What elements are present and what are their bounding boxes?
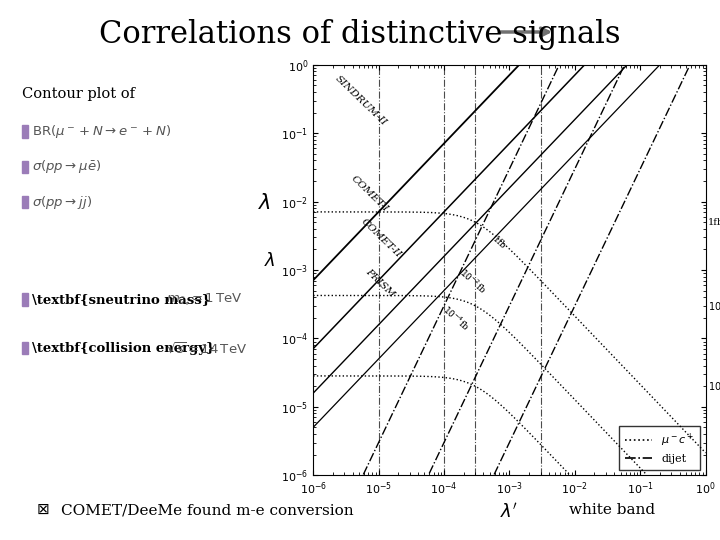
Text: white band: white band bbox=[569, 503, 655, 517]
Text: COMET/DeeMe found m-e conversion: COMET/DeeMe found m-e conversion bbox=[61, 503, 354, 517]
Text: \textbf{sneutrino mass}: \textbf{sneutrino mass} bbox=[32, 294, 210, 307]
Bar bbox=[22, 196, 28, 208]
Text: $\mathrm{BR}(\mu^- + N \to e^- + N)$: $\mathrm{BR}(\mu^- + N \to e^- + N)$ bbox=[32, 123, 171, 140]
Text: $\lambda$: $\lambda$ bbox=[258, 193, 271, 213]
Text: $\sqrt{s} = 14\,\mathrm{TeV}$: $\sqrt{s} = 14\,\mathrm{TeV}$ bbox=[166, 341, 247, 356]
Text: \textbf{collision energy}: \textbf{collision energy} bbox=[32, 342, 214, 355]
Bar bbox=[22, 125, 28, 138]
Legend: $\mu^- c^+$, dijet: $\mu^- c^+$, dijet bbox=[619, 426, 700, 470]
Y-axis label: $\lambda$: $\lambda$ bbox=[264, 252, 276, 270]
Bar bbox=[22, 342, 28, 354]
Text: SINDRUM-II: SINDRUM-II bbox=[333, 74, 388, 127]
Text: $\sigma(pp \to \mu\bar{e})$: $\sigma(pp \to \mu\bar{e})$ bbox=[32, 158, 101, 176]
Text: $m_{\tilde{\nu}_\tau} = 1\,\mathrm{TeV}$: $m_{\tilde{\nu}_\tau} = 1\,\mathrm{TeV}$ bbox=[166, 292, 243, 308]
Text: 1fb: 1fb bbox=[708, 218, 720, 227]
Text: 1fb: 1fb bbox=[491, 234, 508, 251]
Text: $10^{-4}$fb: $10^{-4}$fb bbox=[440, 302, 472, 333]
Text: COMET-I: COMET-I bbox=[348, 174, 390, 214]
Text: Correlations of distinctive signals: Correlations of distinctive signals bbox=[99, 19, 621, 50]
Text: Contour plot of: Contour plot of bbox=[22, 87, 135, 102]
X-axis label: $\lambda'$: $\lambda'$ bbox=[500, 502, 518, 521]
Text: PRISM: PRISM bbox=[364, 267, 397, 299]
Text: COMET-II: COMET-II bbox=[359, 218, 402, 260]
Text: $\boxtimes$: $\boxtimes$ bbox=[36, 503, 50, 517]
Text: $10^{-2}$fb: $10^{-2}$fb bbox=[457, 265, 489, 296]
Bar bbox=[22, 293, 28, 306]
Bar bbox=[22, 160, 28, 173]
Text: $10^{-4}$fb: $10^{-4}$fb bbox=[708, 379, 720, 393]
Text: $\sigma(pp \to jj)$: $\sigma(pp \to jj)$ bbox=[32, 194, 91, 211]
Text: $10^{-2}$fb: $10^{-2}$fb bbox=[708, 299, 720, 313]
